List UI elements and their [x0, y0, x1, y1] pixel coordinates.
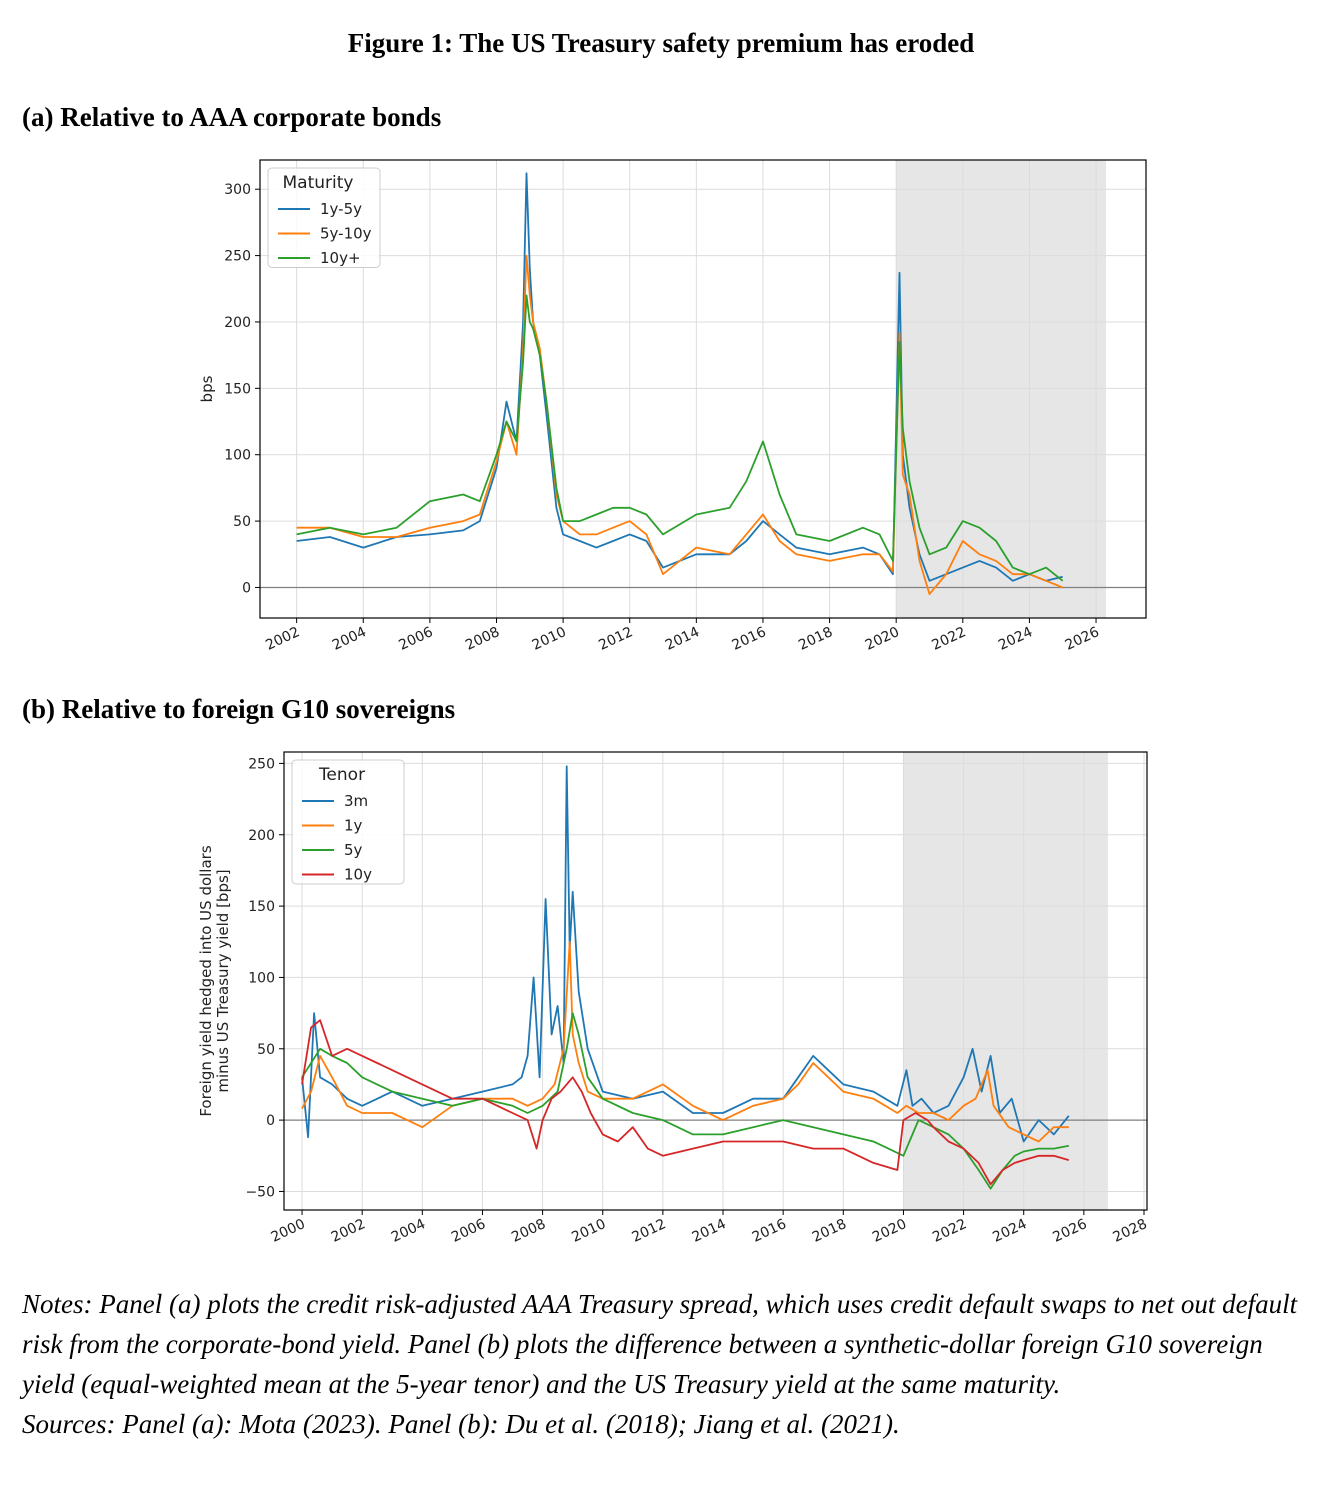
y-tick-label: 300 [224, 182, 251, 198]
x-tick-label: 2010 [530, 624, 569, 654]
legend-label-10y: 10y [344, 866, 372, 884]
legend-title: Maturity [283, 173, 354, 193]
y-axis-label: Foreign yield hedged into US dollars [197, 845, 215, 1116]
y-axis-label: minus US Treasury yield [bps] [214, 869, 232, 1092]
y-tick-label: 250 [224, 249, 251, 265]
notes: Notes: Panel (a) plots the credit risk-a… [22, 1284, 1312, 1444]
shaded-region [896, 160, 1107, 618]
x-tick-label: 2026 [1050, 1216, 1089, 1246]
legend-label-10y+: 10y+ [320, 249, 361, 267]
x-tick-label: 2014 [690, 1216, 729, 1246]
series-line-10y [301, 1019, 1070, 1186]
legend: Maturity 1y-5y 5y-10y 10y+ [267, 167, 381, 268]
x-tick-label: 2020 [870, 1216, 909, 1246]
legend-label-5y-10y: 5y-10y [320, 225, 372, 243]
legend-box [267, 167, 381, 268]
x-tick-label: 2012 [630, 1216, 669, 1246]
y-tick-label: 200 [248, 828, 275, 844]
series-line-5y [301, 1012, 1069, 1190]
x-tick-label: 2026 [1063, 624, 1102, 654]
legend-label-1y: 1y [344, 817, 363, 835]
legend-box [291, 759, 405, 885]
series-line-1y [301, 940, 1069, 1143]
panel-a-title: (a) Relative to AAA corporate bonds [22, 102, 442, 132]
legend-label-1y-5y: 1y-5y [320, 200, 362, 218]
x-tick-label: 2022 [930, 1216, 969, 1246]
legend: Tenor 3m 1y 5y 10y [291, 759, 405, 885]
x-tick-label: 2002 [329, 1216, 368, 1246]
chart-b: −50 0 50 100 150 200 250 2000 2002 2004 2006 2008 20… [197, 751, 1150, 1246]
figure-title: Figure 1: The US Treasury safety premium… [347, 28, 975, 58]
x-tick-label: 2000 [269, 1216, 308, 1246]
plot-frame [283, 751, 1148, 1211]
y-tick-label: 250 [248, 756, 275, 772]
x-tick-label: 2022 [929, 624, 968, 654]
y-tick-label: 100 [224, 448, 251, 464]
legend-label-3m: 3m [344, 792, 368, 810]
x-tick-label: 2012 [596, 624, 635, 654]
y-tick-label: 150 [248, 899, 275, 915]
series-line-10y+ [296, 294, 1064, 582]
chart-a: 0 50 100 150 200 250 300 2002 2004 2006 2008 2010 20… [198, 159, 1147, 654]
y-tick-label: 100 [248, 970, 275, 986]
notes-text: Notes: Panel (a) plots the credit risk-a… [22, 1289, 1298, 1399]
x-tick-label: 2016 [750, 1216, 789, 1246]
shaded-region [903, 752, 1108, 1210]
x-tick-label: 2006 [396, 624, 435, 654]
x-tick-label: 2002 [263, 624, 302, 654]
panel-b-title: (b) Relative to foreign G10 sovereigns [22, 694, 456, 724]
x-tick-label: 2024 [990, 1216, 1029, 1246]
x-tick-label: 2010 [569, 1216, 608, 1246]
plot-frame [259, 159, 1147, 619]
y-tick-label: 200 [224, 315, 251, 331]
x-tick-label: 2008 [509, 1216, 548, 1246]
legend-label-5y: 5y [344, 841, 363, 859]
y-tick-label: 50 [257, 1042, 275, 1058]
y-tick-label: 0 [266, 1113, 275, 1129]
y-tick-label: 0 [242, 580, 251, 596]
x-tick-label: 2018 [796, 624, 835, 654]
x-tick-label: 2028 [1111, 1216, 1150, 1246]
x-tick-label: 2016 [730, 624, 769, 654]
y-axis-label: bps [198, 375, 216, 402]
x-tick-label: 2004 [330, 624, 369, 654]
x-tick-label: 2014 [663, 624, 702, 654]
y-tick-label: 150 [224, 381, 251, 397]
x-tick-label: 2020 [863, 624, 902, 654]
x-tick-label: 2024 [996, 624, 1035, 654]
x-tick-label: 2006 [449, 1216, 488, 1246]
y-tick-label: −50 [245, 1184, 275, 1200]
x-tick-label: 2004 [389, 1216, 428, 1246]
legend-title: Tenor [318, 765, 365, 785]
y-tick-label: 50 [233, 514, 251, 530]
series-line-1y-5y [296, 172, 1063, 582]
x-tick-label: 2008 [463, 624, 502, 654]
x-tick-label: 2018 [810, 1216, 849, 1246]
sources-text: Sources: Panel (a): Mota (2023). Panel (… [22, 1409, 900, 1439]
